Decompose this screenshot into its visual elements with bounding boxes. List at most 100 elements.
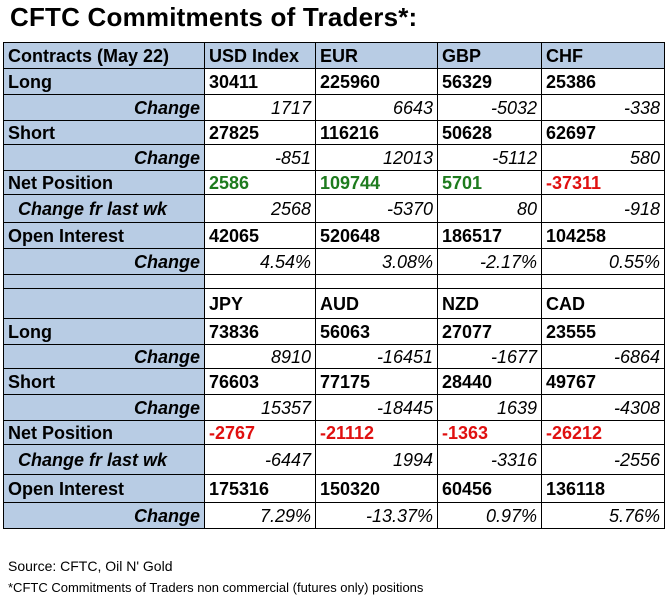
value-cell: 23555 <box>541 318 665 345</box>
net-position-cell: -1363 <box>437 420 542 445</box>
change-cell: 0.55% <box>541 248 665 275</box>
table-row: Net Position -2767 -21112 -1363 -26212 <box>3 420 665 445</box>
header-cell: GBP <box>437 42 542 69</box>
table-row: Net Position 2586 109744 5701 -37311 <box>3 170 665 195</box>
table-row: Open Interest 175316 150320 60456 136118 <box>3 474 665 503</box>
value-cell: 27825 <box>204 120 316 145</box>
row-label: Net Position <box>3 420 205 445</box>
value-cell: 56063 <box>315 318 438 345</box>
value-cell: 520648 <box>315 222 438 249</box>
table-row: Change fr last wk 2568 -5370 80 -918 <box>3 194 665 223</box>
row-label: Change fr last wk <box>3 194 205 223</box>
value-cell: 116216 <box>315 120 438 145</box>
header-cell: Contracts (May 22) <box>3 42 205 69</box>
change-cell: 2568 <box>204 194 316 223</box>
change-cell: 580 <box>541 144 665 171</box>
change-cell: -13.37% <box>315 502 438 529</box>
change-cell: 80 <box>437 194 542 223</box>
table-row: Short 76603 77175 28440 49767 <box>3 368 665 395</box>
change-cell: -6864 <box>541 344 665 369</box>
change-cell: 6643 <box>315 94 438 121</box>
value-cell: 56329 <box>437 68 542 95</box>
value-cell: 136118 <box>541 474 665 503</box>
change-cell: 8910 <box>204 344 316 369</box>
change-cell: 3.08% <box>315 248 438 275</box>
row-label: Change <box>3 144 205 171</box>
row-label: Long <box>3 318 205 345</box>
table-row: Long 73836 56063 27077 23555 <box>3 318 665 345</box>
change-cell: -5112 <box>437 144 542 171</box>
footnote: *CFTC Commitments of Traders non commerc… <box>8 580 424 595</box>
row-label: Change <box>3 94 205 121</box>
change-cell: -4308 <box>541 394 665 421</box>
row-label: Change <box>3 502 205 529</box>
net-position-cell: -21112 <box>315 420 438 445</box>
header-cell: CHF <box>541 42 665 69</box>
row-label: Short <box>3 368 205 395</box>
table-row: Change fr last wk -6447 1994 -3316 -2556 <box>3 444 665 475</box>
header-cell: JPY <box>204 288 316 319</box>
change-cell: -2556 <box>541 444 665 475</box>
change-cell: -18445 <box>315 394 438 421</box>
table-row: Change 8910 -16451 -1677 -6864 <box>3 344 665 369</box>
row-label: Change <box>3 394 205 421</box>
change-cell: -6447 <box>204 444 316 475</box>
value-cell: 60456 <box>437 474 542 503</box>
row-label: Open Interest <box>3 474 205 503</box>
value-cell: 76603 <box>204 368 316 395</box>
page-title: CFTC Commitments of Traders*: <box>10 2 418 32</box>
header-cell: AUD <box>315 288 438 319</box>
value-cell: 150320 <box>315 474 438 503</box>
change-cell: 15357 <box>204 394 316 421</box>
net-position-cell: -37311 <box>541 170 665 195</box>
change-cell: -851 <box>204 144 316 171</box>
header-cell: CAD <box>541 288 665 319</box>
change-cell: 0.97% <box>437 502 542 529</box>
net-position-cell: 2586 <box>204 170 316 195</box>
change-cell: -16451 <box>315 344 438 369</box>
section-separator <box>3 274 665 289</box>
header-row: JPY AUD NZD CAD <box>3 288 665 319</box>
row-label: Change fr last wk <box>3 444 205 475</box>
cot-table: Contracts (May 22) USD Index EUR GBP CHF… <box>3 42 665 529</box>
value-cell: 62697 <box>541 120 665 145</box>
value-cell: 28440 <box>437 368 542 395</box>
value-cell: 175316 <box>204 474 316 503</box>
value-cell: 77175 <box>315 368 438 395</box>
value-cell: 42065 <box>204 222 316 249</box>
change-cell: -5032 <box>437 94 542 121</box>
change-cell: 5.76% <box>541 502 665 529</box>
change-cell: 1994 <box>315 444 438 475</box>
table-row: Change 15357 -18445 1639 -4308 <box>3 394 665 421</box>
net-position-cell: -26212 <box>541 420 665 445</box>
table-row: Long 30411 225960 56329 25386 <box>3 68 665 95</box>
change-cell: 1639 <box>437 394 542 421</box>
table-row: Change 4.54% 3.08% -2.17% 0.55% <box>3 248 665 275</box>
row-label: Long <box>3 68 205 95</box>
value-cell: 25386 <box>541 68 665 95</box>
change-cell: 1717 <box>204 94 316 121</box>
change-cell: -3316 <box>437 444 542 475</box>
change-cell: 4.54% <box>204 248 316 275</box>
separator-cell <box>437 274 542 289</box>
source-note: Source: CFTC, Oil N' Gold <box>8 558 173 574</box>
net-position-cell: 109744 <box>315 170 438 195</box>
change-cell: -1677 <box>437 344 542 369</box>
table-row: Short 27825 116216 50628 62697 <box>3 120 665 145</box>
table-row: Change -851 12013 -5112 580 <box>3 144 665 171</box>
net-position-cell: -2767 <box>204 420 316 445</box>
change-cell: -5370 <box>315 194 438 223</box>
change-cell: 7.29% <box>204 502 316 529</box>
value-cell: 27077 <box>437 318 542 345</box>
value-cell: 49767 <box>541 368 665 395</box>
row-label: Change <box>3 248 205 275</box>
header-cell <box>3 288 205 319</box>
change-cell: -2.17% <box>437 248 542 275</box>
value-cell: 225960 <box>315 68 438 95</box>
table-row: Change 1717 6643 -5032 -338 <box>3 94 665 121</box>
change-cell: -338 <box>541 94 665 121</box>
net-position-cell: 5701 <box>437 170 542 195</box>
row-label: Short <box>3 120 205 145</box>
value-cell: 186517 <box>437 222 542 249</box>
row-label: Change <box>3 344 205 369</box>
